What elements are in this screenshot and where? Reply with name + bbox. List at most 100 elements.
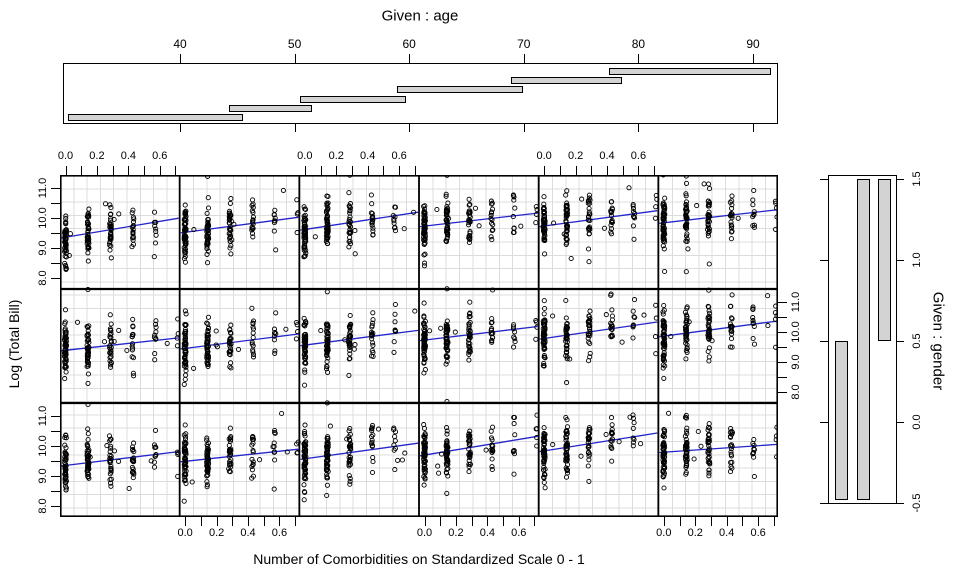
scatter-point — [63, 369, 69, 375]
scatter-point — [229, 237, 235, 243]
scatter-point — [706, 431, 712, 438]
y-tick-label: 9.0 — [37, 468, 49, 484]
scatter-point — [542, 453, 548, 460]
scatter-point — [533, 336, 539, 342]
scatter-point — [302, 369, 308, 375]
scatter-point — [541, 329, 547, 335]
scatter-point — [250, 334, 256, 341]
y-tick-label: 8.0 — [790, 384, 802, 400]
scatter-point — [391, 339, 397, 345]
scatter-point — [85, 258, 91, 264]
scatter-point — [586, 192, 592, 198]
scatter-point — [682, 445, 688, 451]
scatter-point — [107, 236, 113, 242]
scatter-point — [662, 450, 668, 456]
scatter-point — [346, 473, 352, 479]
scatter-point — [541, 194, 547, 200]
scatter-point — [62, 307, 69, 313]
scatter-point — [609, 219, 615, 226]
scatter-point — [324, 213, 330, 219]
scatter-point — [660, 175, 666, 178]
scatter-point — [324, 289, 330, 295]
scatter-point — [324, 235, 330, 241]
scatter-point — [191, 365, 197, 371]
scatter-point — [302, 206, 308, 212]
scatter-point — [324, 328, 330, 334]
x-tick-bottom — [695, 517, 697, 526]
scatter-point — [587, 224, 593, 230]
scatter-point — [773, 437, 778, 443]
age-shingle-bar — [300, 95, 406, 103]
scatter-point — [204, 484, 210, 490]
scatter-point — [85, 243, 91, 249]
scatter-point — [561, 231, 567, 237]
scatter-point — [512, 339, 518, 345]
scatter-point — [272, 348, 278, 354]
scatter-point — [63, 242, 69, 248]
x-tick-label: 0.0 — [57, 150, 74, 162]
age-tick-label: 40 — [173, 37, 187, 51]
scatter-point — [182, 336, 189, 342]
y-tick-right — [778, 376, 787, 378]
scatter-point — [249, 434, 256, 440]
scatter-point — [325, 347, 331, 353]
scatter-point — [250, 462, 256, 468]
scatter-point — [587, 308, 593, 314]
scatter-point — [250, 219, 256, 226]
scatter-point — [342, 337, 348, 343]
scatter-point — [653, 204, 659, 210]
scatter-point — [630, 223, 636, 229]
scatter-point — [653, 351, 659, 357]
scatter-point — [324, 467, 330, 474]
scatter-point — [729, 213, 735, 219]
scatter-point — [728, 336, 735, 342]
x-tick-label: 0.4 — [599, 150, 615, 162]
scatter-point — [107, 247, 113, 253]
scatter-point — [608, 213, 615, 219]
scatter-point — [324, 217, 330, 223]
x-tick-label: 0.0 — [536, 150, 552, 162]
scatter-point — [705, 332, 711, 338]
scatter-point — [152, 351, 158, 357]
gender-tick-label: 1.5 — [911, 171, 923, 187]
scatter-point — [443, 469, 449, 475]
y-tick-label: 10.0 — [790, 321, 802, 343]
scatter-point — [204, 229, 210, 235]
scatter-point — [228, 365, 234, 371]
scatter-point — [152, 357, 158, 363]
scatter-point — [324, 446, 331, 453]
scatter-point — [324, 482, 330, 488]
age-tick-top — [294, 54, 296, 63]
scatter-point — [683, 415, 690, 421]
scatter-point — [489, 466, 495, 473]
scatter-point — [84, 453, 90, 460]
scatter-point — [182, 436, 189, 442]
scatter-point — [564, 223, 571, 229]
scatter-point — [62, 319, 68, 325]
scatter-point — [489, 217, 495, 223]
scatter-point — [369, 423, 376, 429]
scatter-point — [488, 215, 494, 222]
x-tick-label: 0.0 — [297, 150, 313, 162]
scatter-point — [272, 350, 278, 356]
scatter-point — [641, 312, 647, 318]
scatter-point — [324, 337, 330, 343]
scatter-point — [108, 466, 114, 472]
x-tick-top — [175, 166, 177, 175]
scatter-point — [205, 217, 211, 223]
scatter-point — [586, 457, 592, 463]
scatter-point — [422, 203, 428, 209]
scatter-point — [152, 240, 159, 246]
scatter-point — [391, 225, 398, 231]
scatter-point — [466, 357, 472, 363]
scatter-point — [204, 482, 210, 488]
scatter-point — [346, 190, 352, 196]
x-tick-top — [159, 166, 161, 175]
y-tick-right — [778, 391, 787, 393]
scatter-point — [728, 434, 734, 440]
scatter-point — [533, 220, 539, 226]
scatter-point — [205, 335, 211, 341]
scatter-point — [152, 332, 158, 338]
scatter-point — [706, 473, 712, 479]
scatter-point — [249, 467, 255, 473]
